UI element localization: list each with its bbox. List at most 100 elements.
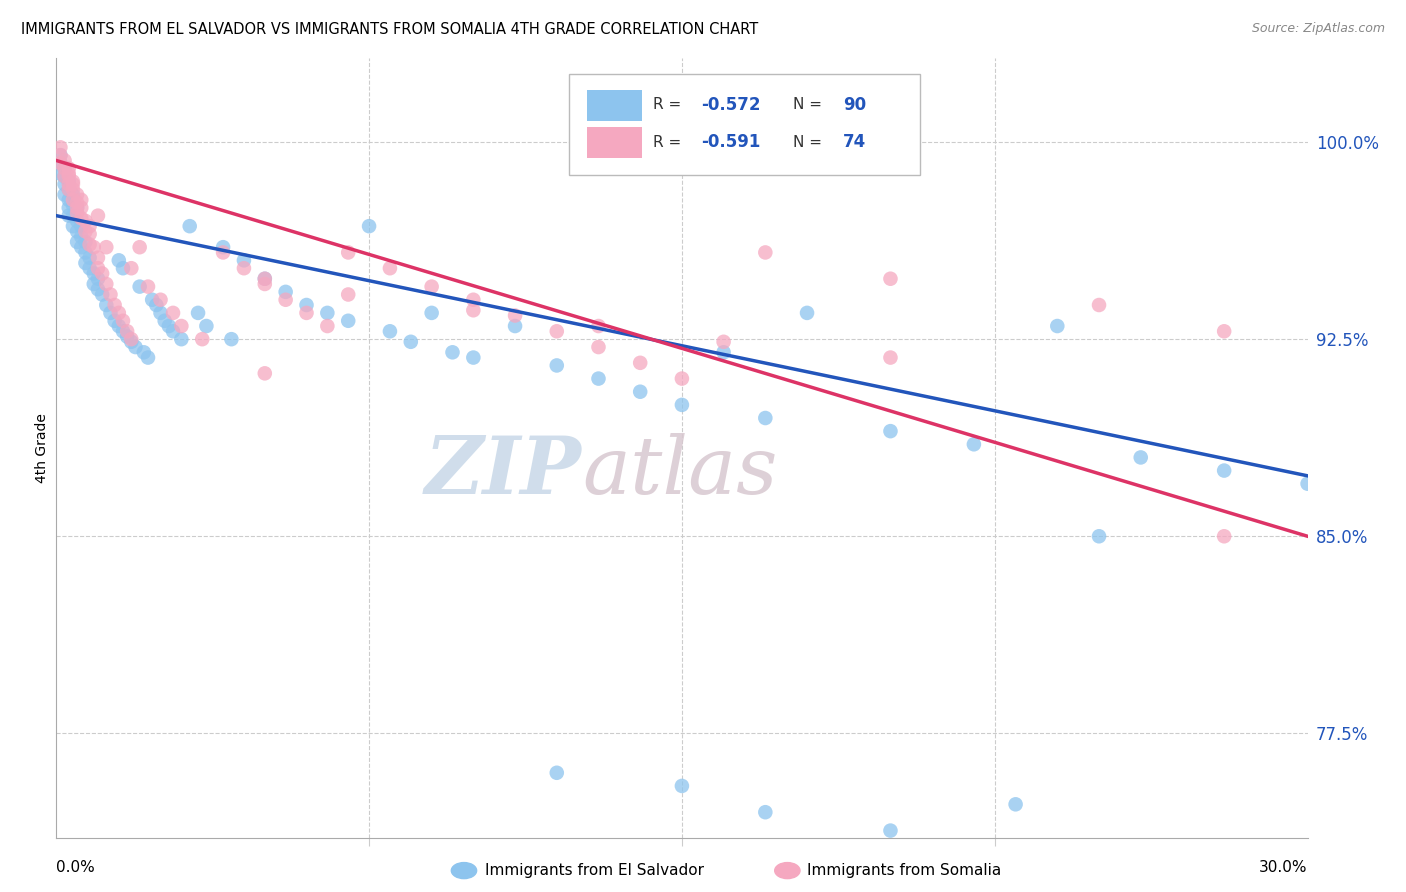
Point [463,293,485,307]
Point [120,261,142,276]
Point [58,177,80,191]
Point [75,245,97,260]
Point [503,319,526,334]
Point [588,319,610,334]
Point [104,314,127,328]
Point [58,161,80,176]
Point [1213,529,1236,543]
Point [1129,450,1152,465]
Point [79,251,101,265]
Point [157,319,180,334]
Point [66,206,89,220]
Point [879,351,901,365]
Point [546,765,568,780]
Point [62,193,84,207]
Point [75,224,97,238]
FancyBboxPatch shape [586,127,643,158]
Text: Immigrants from El Salvador: Immigrants from El Salvador [485,863,704,878]
Point [96,277,118,291]
Point [359,219,381,234]
Point [1296,476,1319,491]
Point [120,334,142,349]
Point [111,314,134,328]
Point [136,279,159,293]
Point [253,271,276,285]
Point [58,209,80,223]
Point [53,169,76,184]
Point [546,324,568,338]
Point [233,261,256,276]
Text: R =: R = [654,135,686,150]
Point [49,156,72,170]
Point [66,224,89,238]
Point [100,287,122,301]
Point [132,345,155,359]
Point [115,329,138,343]
Text: R =: R = [654,97,686,112]
Point [58,169,80,184]
Point [274,293,297,307]
Point [111,324,134,338]
Text: IMMIGRANTS FROM EL SALVADOR VS IMMIGRANTS FROM SOMALIA 4TH GRADE CORRELATION CHA: IMMIGRANTS FROM EL SALVADOR VS IMMIGRANT… [21,22,758,37]
Point [149,306,172,320]
Point [49,148,72,162]
Point [316,319,339,334]
Point [75,256,97,270]
Point [671,779,693,793]
Point [53,153,76,168]
Point [195,319,218,334]
Point [1213,324,1236,338]
Point [128,279,150,293]
Point [87,271,110,285]
Point [191,332,214,346]
Point [233,253,256,268]
Point [141,293,163,307]
Point [70,211,93,226]
Point [79,219,101,234]
Point [53,169,76,184]
Point [96,240,118,254]
Point [463,351,485,365]
Point [70,240,93,254]
Point [503,309,526,323]
Y-axis label: 4th Grade: 4th Grade [35,413,49,483]
Point [162,324,184,338]
Point [62,198,84,212]
Point [100,306,122,320]
Text: 74: 74 [844,133,866,152]
Text: 0.0%: 0.0% [56,860,96,874]
Point [58,193,80,207]
Point [713,345,735,359]
Point [1046,319,1069,334]
Point [212,240,235,254]
Text: N =: N = [793,135,827,150]
Point [187,306,209,320]
Point [337,287,360,301]
Point [145,298,167,312]
Point [75,214,97,228]
Point [253,277,276,291]
Point [62,174,84,188]
Point [70,193,93,207]
Point [49,140,72,154]
Point [66,187,89,202]
Point [754,245,776,260]
Point [316,306,339,320]
Point [963,437,986,451]
Point [58,182,80,196]
Point [754,805,776,820]
Point [83,240,105,254]
Point [66,201,89,215]
Text: 30.0%: 30.0% [1260,860,1308,874]
Point [441,345,464,359]
Point [153,314,176,328]
Point [58,201,80,215]
Point [337,245,360,260]
Point [79,227,101,241]
Point [1088,298,1111,312]
Point [53,187,76,202]
Point [87,261,110,276]
Point [53,161,76,176]
Point [49,148,72,162]
Text: N =: N = [793,97,827,112]
